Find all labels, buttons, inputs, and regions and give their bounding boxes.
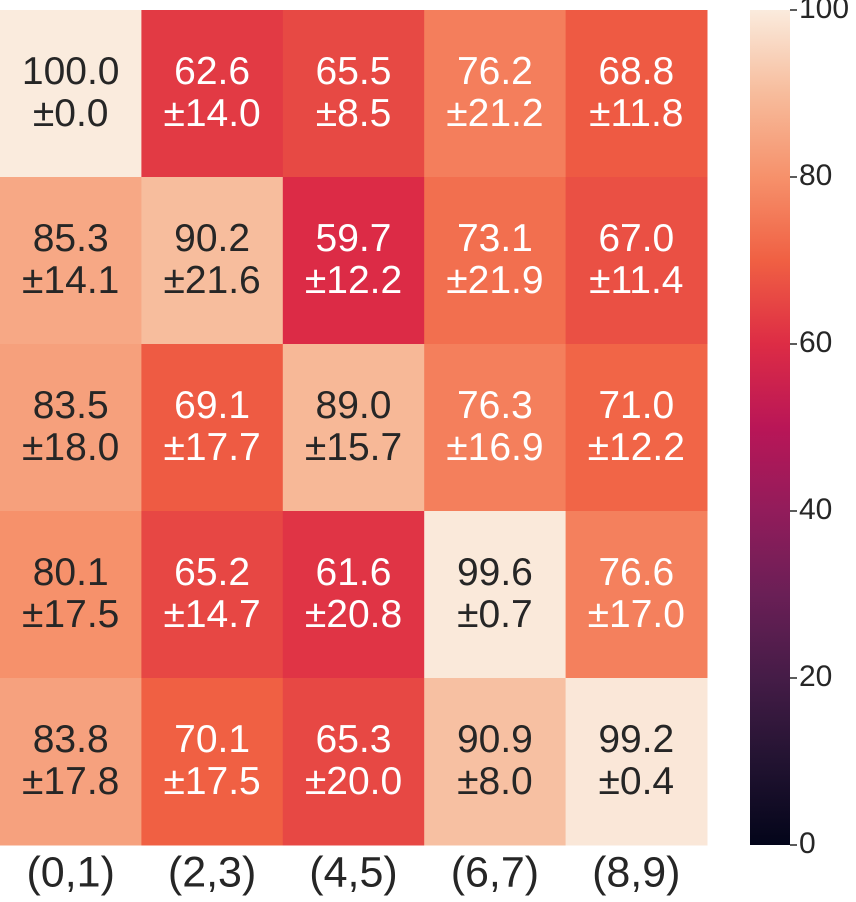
heatmap-cell: [282, 344, 425, 512]
cell-error-label: ±20.0: [305, 760, 402, 803]
x-tick-label: (0,1): [26, 848, 114, 896]
cell-value-label: 76.2: [457, 50, 533, 93]
cell-value-label: 76.6: [598, 551, 674, 594]
heatmap-cell: [0, 177, 142, 345]
cell-error-label: ±0.7: [457, 593, 533, 636]
heatmap-cell: [424, 177, 567, 345]
cell-error-label: ±14.1: [22, 259, 119, 302]
cell-value-label: 65.3: [316, 718, 392, 761]
cell-error-label: ±11.4: [589, 259, 683, 302]
cell-error-label: ±0.0: [33, 92, 109, 135]
cell-error-label: ±20.8: [305, 593, 402, 636]
cell-error-label: ±16.9: [446, 426, 543, 469]
cell-error-label: ±11.8: [589, 92, 683, 135]
cell-value-label: 69.1: [174, 384, 250, 427]
cell-error-label: ±18.0: [22, 426, 119, 469]
cell-value-label: 67.0: [598, 217, 674, 260]
cell-value-label: 90.2: [174, 217, 250, 260]
heatmap-cell: [565, 678, 708, 846]
heatmap-cell: [282, 10, 425, 178]
cell-value-label: 83.5: [33, 384, 109, 427]
x-tick-label: (6,7): [451, 848, 539, 896]
heatmap-cell: [141, 10, 284, 178]
cell-error-label: ±17.8: [22, 760, 119, 803]
cell-error-label: ±21.6: [163, 259, 260, 302]
heatmap-cell: [141, 344, 284, 512]
x-tick-label: (2,3): [168, 848, 256, 896]
cell-value-label: 80.1: [33, 551, 109, 594]
cell-error-label: ±17.0: [588, 593, 685, 636]
cell-value-label: 99.2: [598, 718, 674, 761]
heatmap-cell: [141, 177, 284, 345]
cell-error-label: ±12.2: [305, 259, 402, 302]
heatmap-cell: [565, 511, 708, 679]
heatmap-cell: [141, 678, 284, 846]
heatmap-cell: [565, 10, 708, 178]
cell-error-label: ±17.5: [22, 593, 119, 636]
heatmap-cell: [424, 344, 567, 512]
cell-value-label: 73.1: [457, 217, 533, 260]
cell-error-label: ±8.5: [316, 92, 392, 135]
cell-value-label: 99.6: [457, 551, 533, 594]
colorbar-tick-label: 40: [799, 493, 832, 526]
cell-error-label: ±0.4: [598, 760, 674, 803]
heatmap-cell: [565, 344, 708, 512]
x-tick-label: (4,5): [309, 848, 397, 896]
cell-error-label: ±12.2: [588, 426, 685, 469]
cell-value-label: 89.0: [316, 384, 392, 427]
cell-value-label: 71.0: [598, 384, 674, 427]
cell-value-label: 100.0: [22, 50, 120, 93]
colorbar-tick-label: 60: [799, 326, 832, 359]
cell-error-label: ±21.2: [446, 92, 543, 135]
cell-error-label: ±17.5: [163, 760, 260, 803]
colorbar: [750, 10, 790, 845]
cell-value-label: 70.1: [174, 718, 250, 761]
cell-error-label: ±8.0: [457, 760, 533, 803]
heatmap-cell: [0, 678, 142, 846]
x-tick-label: (8,9): [592, 848, 680, 896]
cell-value-label: 85.3: [33, 217, 109, 260]
cell-error-label: ±15.7: [305, 426, 402, 469]
colorbar-tick-label: 80: [799, 159, 832, 192]
cell-value-label: 83.8: [33, 718, 109, 761]
colorbar-tick-label: 20: [799, 660, 832, 693]
colorbar-tick-label: 100: [799, 0, 849, 25]
heatmap-cell: [424, 511, 567, 679]
cell-value-label: 68.8: [598, 50, 674, 93]
cell-value-label: 90.9: [457, 718, 533, 761]
cell-value-label: 62.6: [174, 50, 250, 93]
cell-error-label: ±14.0: [163, 92, 260, 135]
heatmap-cell: [141, 511, 284, 679]
cell-value-label: 61.6: [316, 551, 392, 594]
cell-value-label: 65.2: [174, 551, 250, 594]
heatmap-cell: [565, 177, 708, 345]
heatmap-cell: [0, 344, 142, 512]
cell-value-label: 59.7: [316, 217, 392, 260]
heatmap-cell: [424, 678, 567, 846]
heatmap-cell: [282, 177, 425, 345]
cell-value-label: 65.5: [316, 50, 392, 93]
heatmap-cell: [0, 10, 142, 178]
heatmap-cell: [282, 511, 425, 679]
colorbar-tick-label: 0: [799, 827, 816, 860]
heatmap-cell: [282, 678, 425, 846]
cell-error-label: ±14.7: [163, 593, 260, 636]
cell-error-label: ±17.7: [163, 426, 260, 469]
cell-value-label: 76.3: [457, 384, 533, 427]
heatmap-cell: [0, 511, 142, 679]
heatmap-cell: [424, 10, 567, 178]
cell-error-label: ±21.9: [446, 259, 543, 302]
